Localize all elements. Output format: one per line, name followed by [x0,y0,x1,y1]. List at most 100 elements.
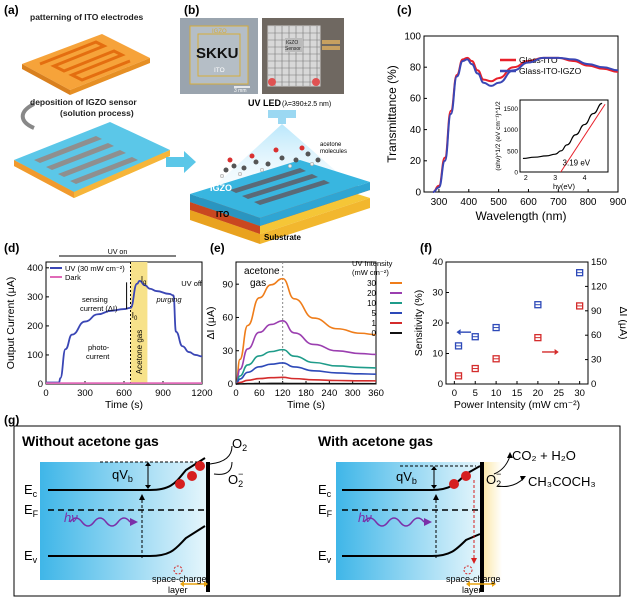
photo-igzo-text: IGZO [212,29,227,35]
photo-ito-text: ITO [214,67,225,74]
panel-a-label: (a) [4,3,19,17]
inset-y-tick-label: 1000 [504,127,519,134]
x-tick-label: 15 [512,388,523,399]
y-tick-label: 10 [432,349,443,360]
panel-e-label: (e) [210,241,225,255]
uv-led-icon [268,110,296,118]
acetone-molecule-label-2: molecules [320,149,347,155]
y-axis-label: Output Current (μA) [5,277,17,369]
ito-electrode-plate [22,34,150,95]
left-qvb: qVb [112,467,133,484]
y-tick-label: 80 [410,63,422,74]
y2-tick-label: 60 [591,330,602,341]
legend-label-0: 30 [367,279,376,288]
plot-frame [423,35,619,193]
inset-y-label: (αhν)^1/2 (eV cm⁻¹)^1/2 [495,101,502,171]
y-tick-label: 0 [438,379,443,390]
series-line-3 [235,362,377,385]
step1-text: patterning of ITO electrodes [30,12,143,22]
x-tick-label: 600 [116,388,132,399]
process-arrow-icon [20,102,35,130]
inset-y-tick-label: 500 [507,148,518,155]
left-layer: layer [168,585,188,595]
legend-label-1: 20 [367,289,376,298]
acetone-molecule-label: acetone [320,142,342,148]
left-o2-minus: O2− [228,469,243,489]
y2-tick-label: 30 [591,355,602,366]
legend-label-4: 1 [372,319,377,328]
annot-current: current (ΔI) [80,304,118,313]
x-tick-label: 10 [491,388,502,399]
band-diagram-right: With acetone gas Ec EF Ev qVb hν [318,433,596,595]
x-tick-label: 240 [321,388,337,399]
x-tick-label: 300 [77,388,93,399]
y-axis-label: Transmittance (%) [385,65,399,163]
x-tick-label: 20 [533,388,544,399]
right-hv: hν [358,510,372,525]
right-axis-arrowhead-icon [554,348,559,355]
series-line-4 [235,376,377,385]
x-tick-label: 0 [452,388,457,399]
left-axis-arrowhead-icon [456,329,461,336]
x-tick-label: 60 [254,388,265,399]
legend-unit: (mW cm⁻²) [352,268,389,277]
left-space-charge: space-charge [152,574,207,584]
legend-label-3: 5 [372,309,377,318]
x-tick-label: 180 [298,388,314,399]
uv-on-label: UV on [108,249,128,256]
x-axis-label: Power Intensity (mW cm⁻²) [454,399,580,411]
inset-x-tick-label: 2 [524,175,528,182]
y-tick-label: 0 [228,379,233,390]
uv-off-label: UV off [181,279,203,288]
legend-title: UV Intensity [352,259,393,268]
x-tick-label: 900 [155,388,171,399]
x-tick-label: 5 [473,388,478,399]
igzo-label: IGZO [210,183,232,193]
series-line-5 [235,382,377,385]
inset-tauc-fit [560,103,606,173]
band-diagram-left: Without acetone gas Ec EF Ev qVb hν [22,433,247,595]
y-tick-label: 300 [27,292,43,303]
left-title: Without acetone gas [22,433,159,449]
y-tick-label: 0 [38,379,43,390]
inset-x-tick-label: 3 [553,175,557,182]
x-tick-label: 500 [490,197,507,208]
sensor-grid [268,26,320,86]
x-tick-label: 360 [368,388,384,399]
y-tick-label: 100 [27,350,43,361]
series-line-0 [235,277,377,385]
series-line-1 [235,319,377,385]
right-o2-minus: O2− [486,469,501,489]
x-tick-label: 300 [345,388,361,399]
right-title: With acetone gas [318,433,433,449]
x-axis-label: Time (s) [287,399,325,411]
annot-purging: purging [156,295,183,304]
x-tick-label: 400 [460,197,477,208]
panel-d: (d) 0 300 600 900 1200 0 100 200 300 400 Time (s) O… [4,241,213,411]
inset-x-label: hν(eV) [553,182,576,191]
y-tick-label: 60 [410,94,422,105]
y-tick-label: 20 [410,156,422,167]
uv-lambda-label: (λ=390±2.5 nm) [282,101,331,108]
x-tick-label: 0 [43,388,48,399]
y-axis-label: Sensitivity (%) [413,290,425,357]
ito-label: ITO [216,210,229,219]
x-tick-label: 700 [550,197,567,208]
y-tick-label: 0 [415,187,421,198]
right-qvb: qVb [396,469,417,486]
legend-label-1: Dark [65,273,81,282]
y-tick-label: 90 [222,279,233,290]
acetone-band-label: Acetone gas [135,330,144,374]
panel-g-label: (g) [4,413,19,427]
x-axis-label: Wavelength (nm) [476,209,567,223]
panel-g: (g) Without acetone gas Ec EF Ev qVb hν [4,413,621,597]
output-current-chart: 0 300 600 900 1200 0 100 200 300 400 Time (s) Outpu… [5,249,213,411]
annot-acetone: acetone [244,266,280,277]
acetone-molecules [219,145,321,179]
y-tick-label: 100 [404,31,421,42]
igzo-device [14,122,170,198]
y-tick-label: 20 [432,318,443,329]
